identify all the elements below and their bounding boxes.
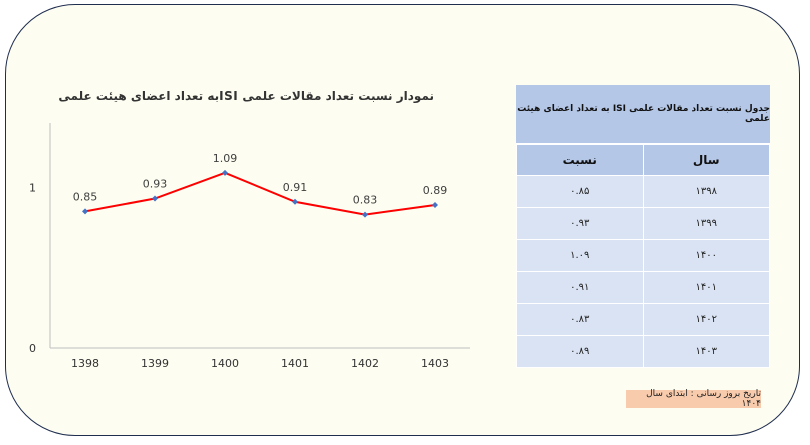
table-row: ۱۴۰۲ ۰.۸۳: [516, 303, 770, 336]
data-label: 0.83: [353, 194, 378, 207]
data-label: 0.91: [283, 181, 308, 194]
x-tick-label: 1400: [211, 357, 239, 370]
x-tick-label: 1399: [141, 357, 169, 370]
cell-year: ۱۴۰۰: [642, 239, 770, 272]
chart-title: نمودار نسبت تعداد مقالات علمی ISIبه تعدا…: [58, 89, 434, 103]
cell-year: ۱۴۰۱: [642, 271, 770, 304]
cell-ratio: ۰.۹۱: [516, 271, 644, 304]
table-row: ۱۴۰۳ ۰.۸۹: [516, 335, 770, 368]
cell-ratio: ۰.۸۵: [516, 175, 644, 208]
table-grid: سال نسبت ۱۳۹۸ ۰.۸۵ ۱۳۹۹ ۰.۹۳ ۱۴۰۰ ۱.۰۹ ۱…: [516, 144, 770, 368]
x-tick-label: 1398: [71, 357, 99, 370]
data-label: 0.93: [143, 178, 168, 191]
data-table: جدول نسبت تعداد مقالات علمی ISI به تعداد…: [516, 85, 770, 368]
x-tick-label: 1403: [421, 357, 449, 370]
data-point: [432, 201, 438, 208]
data-point: [82, 208, 88, 215]
data-point: [222, 169, 228, 176]
table-title: جدول نسبت تعداد مقالات علمی ISI به تعداد…: [516, 85, 770, 144]
data-point: [292, 198, 298, 205]
data-point: [152, 195, 158, 202]
y-tick-label: 1: [29, 181, 36, 194]
cell-ratio: ۰.۹۳: [516, 207, 644, 240]
x-tick-label: 1402: [351, 357, 379, 370]
cell-year: ۱۴۰۳: [642, 335, 770, 368]
header-ratio: نسبت: [516, 144, 644, 176]
series-line: [84, 171, 436, 216]
x-tick-label: 1401: [281, 357, 309, 370]
data-point: [362, 211, 368, 218]
cell-ratio: ۱.۰۹: [516, 239, 644, 272]
data-label: 0.85: [73, 190, 98, 203]
table-row: ۱۳۹۹ ۰.۹۳: [516, 207, 770, 240]
update-note: تاریخ بروز رسانی : ابتدای سال ۱۴۰۴: [626, 389, 761, 409]
table-row: ۱۴۰۰ ۱.۰۹: [516, 239, 770, 272]
cell-ratio: ۰.۸۹: [516, 335, 644, 368]
table-row: ۱۴۰۱ ۰.۹۱: [516, 271, 770, 304]
cell-year: ۱۳۹۹: [642, 207, 770, 240]
cell-ratio: ۰.۸۳: [516, 303, 644, 336]
header-year: سال: [642, 144, 770, 176]
data-label: 0.89: [423, 184, 448, 197]
data-label: 1.09: [213, 152, 238, 165]
table-row: ۱۳۹۸ ۰.۸۵: [516, 175, 770, 208]
y-tick-label: 0: [29, 342, 36, 355]
table-header-row: سال نسبت: [516, 144, 770, 176]
cell-year: ۱۴۰۲: [642, 303, 770, 336]
cell-year: ۱۳۹۸: [642, 175, 770, 208]
